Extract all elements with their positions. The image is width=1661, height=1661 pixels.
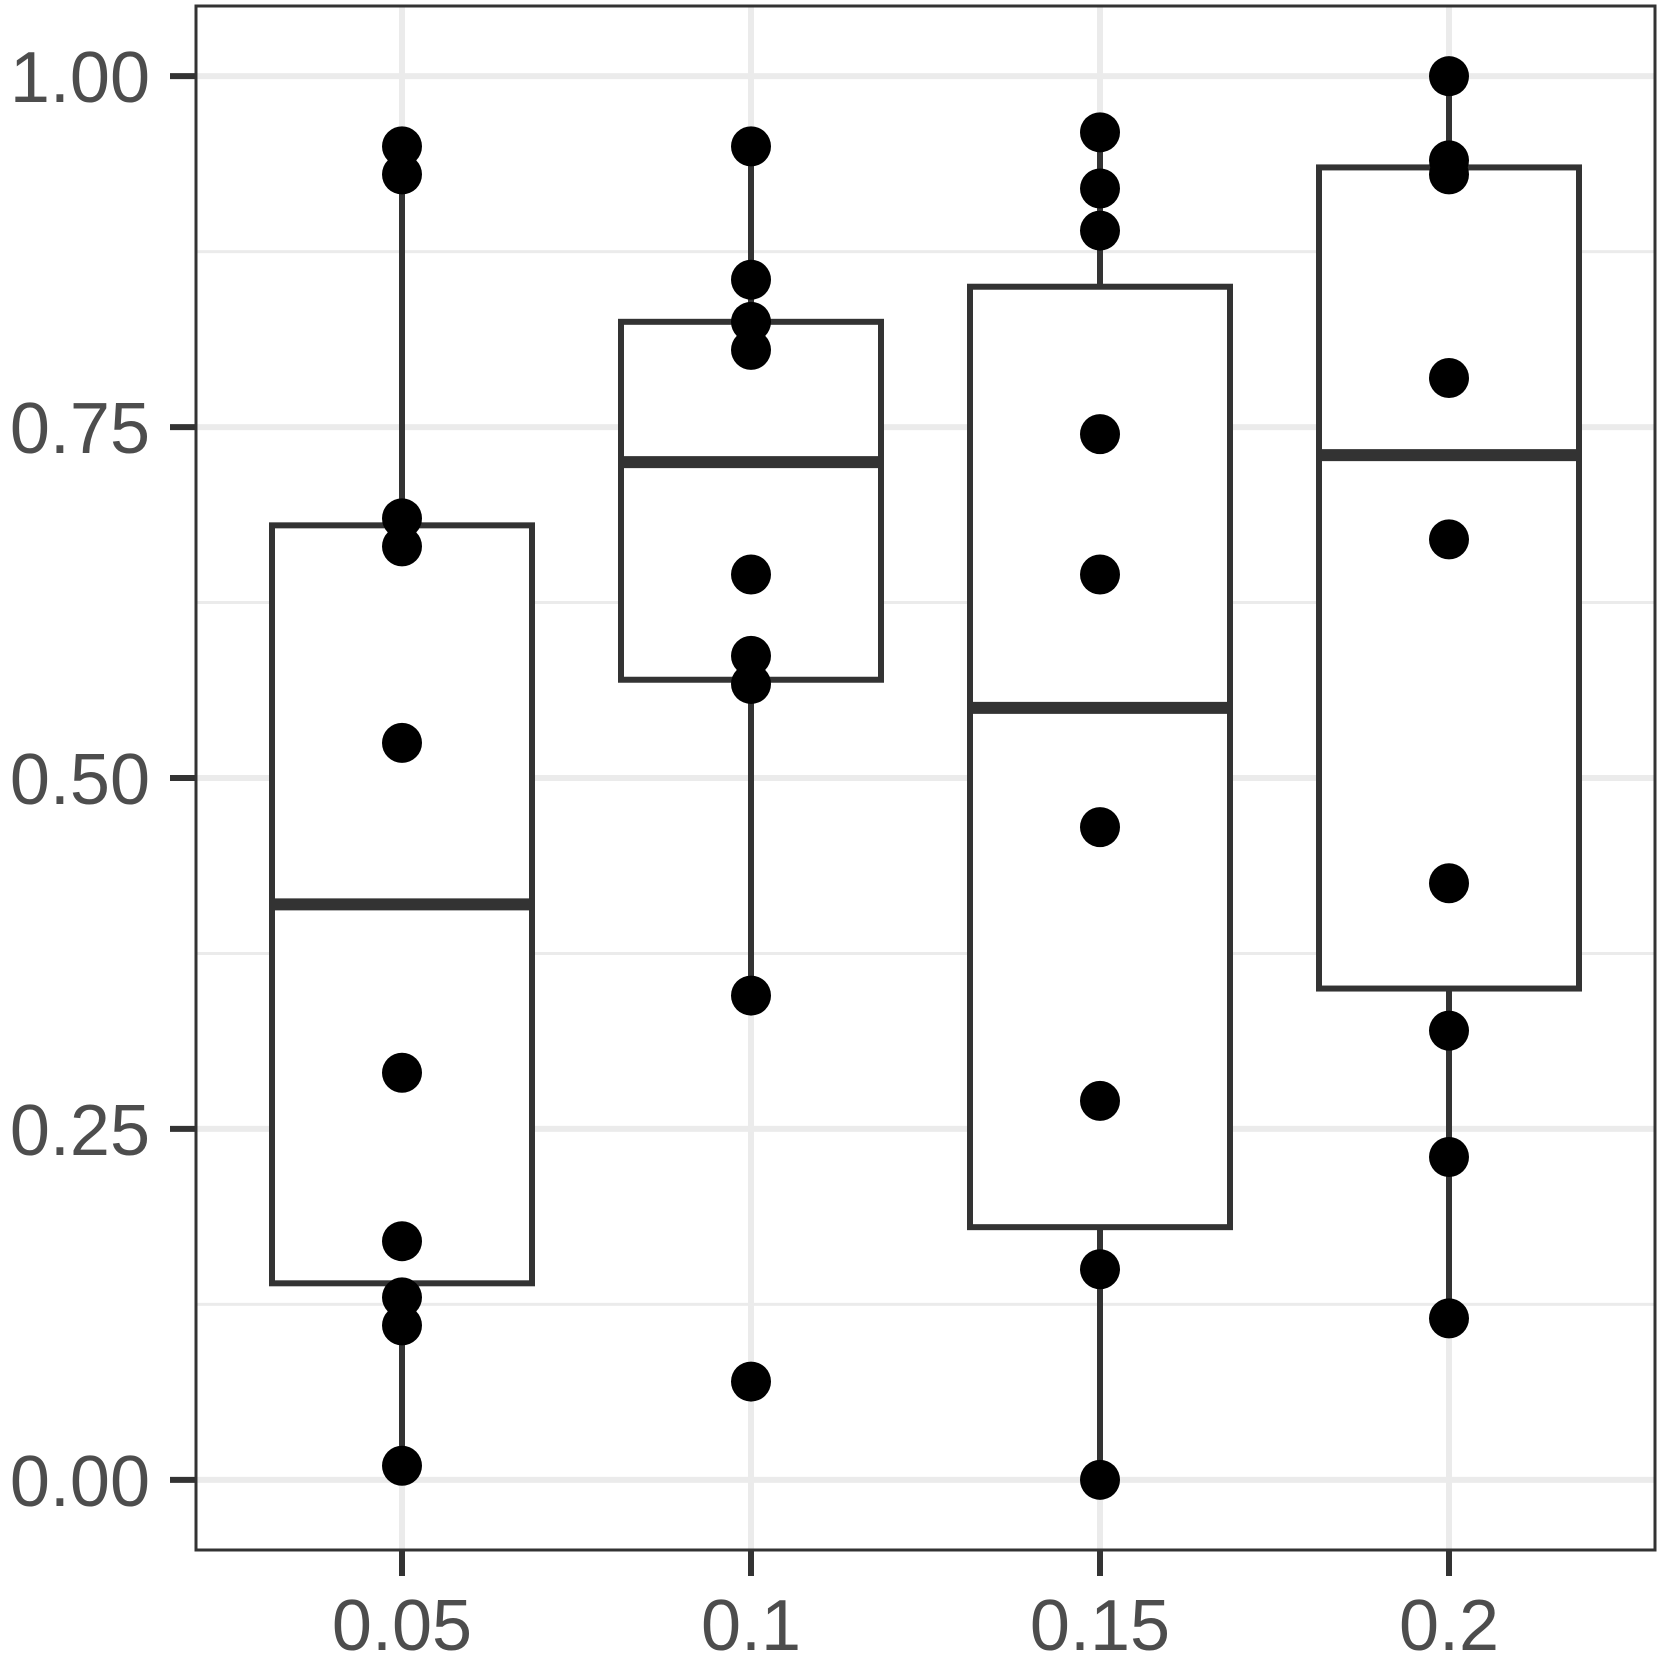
data-point [1080,1459,1120,1500]
data-point [731,126,771,167]
data-point [731,663,771,704]
data-point [731,329,771,370]
x-tick-label: 0.2 [1399,1586,1499,1661]
data-point [382,1052,422,1093]
data-point [1080,112,1120,153]
y-tick-label: 1.00 [10,38,150,118]
data-point [731,635,771,676]
data-point [1429,863,1469,904]
y-tick-label: 0.75 [10,389,150,469]
data-point [382,154,422,195]
data-point [1080,1249,1120,1290]
data-points [382,56,1469,1500]
data-point [1429,140,1469,181]
data-point [1080,807,1120,848]
data-point [382,1221,422,1262]
data-point [1429,56,1469,97]
data-point [1429,519,1469,560]
x-tick-label: 0.1 [701,1586,801,1661]
data-point [1080,414,1120,455]
data-point [1429,357,1469,398]
data-point [1429,1010,1469,1051]
data-point [1080,1080,1120,1121]
data-point [731,975,771,1016]
x-tick-label: 0.15 [1030,1586,1170,1661]
data-point [1080,554,1120,595]
axes: 0.00 0.25 0.50 0.75 1.00 0.05 0.1 0.15 0.2 [10,38,1499,1661]
data-point [382,1305,422,1346]
data-point [382,498,422,539]
y-tick-label: 0.50 [10,740,150,820]
x-tick-label: 0.05 [332,1586,472,1661]
box [618,318,884,683]
data-point [731,554,771,595]
data-point [1429,1136,1469,1177]
data-point [382,1277,422,1318]
data-point [731,1361,771,1402]
data-point [382,126,422,167]
data-point [1080,210,1120,251]
data-point [731,259,771,300]
y-tick-label: 0.25 [10,1091,150,1171]
data-point [1429,1298,1469,1339]
boxes [269,76,1582,1480]
data-point [382,722,422,763]
y-tick-label: 0.00 [10,1442,150,1522]
data-point [382,526,422,567]
data-point [731,301,771,342]
data-point [382,1445,422,1486]
data-point [1080,168,1120,209]
